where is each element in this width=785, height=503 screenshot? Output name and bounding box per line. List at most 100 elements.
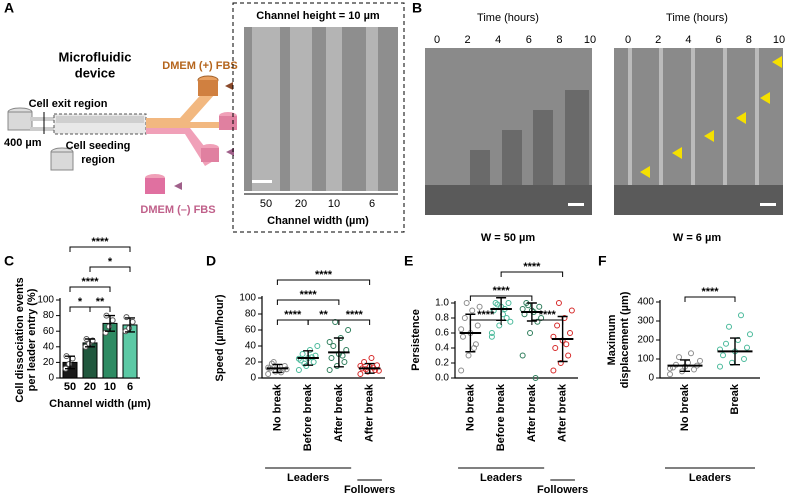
- data-point: [465, 352, 472, 359]
- caption: W = 6 µm: [673, 232, 721, 244]
- y-tick-label: 1.0: [435, 298, 449, 309]
- data-point: [536, 303, 543, 310]
- significance-bracket: [89, 266, 131, 272]
- y-tick-label: 0: [48, 373, 54, 384]
- panel-label: A: [4, 0, 14, 16]
- data-point: [667, 371, 673, 378]
- group-label: Leaders: [480, 472, 522, 484]
- time-tick: 4: [495, 34, 501, 46]
- data-point: [723, 340, 729, 347]
- width-label: 6: [369, 198, 375, 210]
- significance-bracket: [276, 299, 340, 305]
- time-tick: 6: [526, 34, 532, 46]
- significance-label: ****: [539, 309, 557, 321]
- significance-bracket: [69, 286, 111, 292]
- y-tick-label: 0: [648, 373, 654, 384]
- data-point: [123, 314, 130, 321]
- data-point: [66, 360, 73, 367]
- data-point: [667, 365, 673, 372]
- y-tick-label: 300: [637, 316, 654, 327]
- y-tick-label: 60: [245, 325, 257, 336]
- device-schematic: [7, 75, 252, 194]
- error-bar: [105, 314, 115, 332]
- data-point: [129, 318, 136, 325]
- y-tick-label: 0.4: [435, 343, 449, 354]
- significance-label: ****: [523, 261, 541, 273]
- y-tick-label: 0.2: [435, 358, 449, 369]
- data-point: [476, 303, 483, 310]
- significance-label: *: [108, 256, 113, 268]
- data-point: [726, 323, 732, 330]
- data-point: [688, 350, 694, 357]
- timelapse-photo: [425, 48, 783, 215]
- data-point: [519, 352, 526, 359]
- data-point: [555, 300, 562, 306]
- y-tick-label: 100: [239, 293, 256, 304]
- y-tick-label: 80: [43, 310, 55, 321]
- y-axis-label: Cell dissociation events: [14, 277, 26, 402]
- group-label: Leaders: [689, 472, 731, 484]
- time-tick: 2: [465, 34, 471, 46]
- data-point: [461, 315, 468, 321]
- data-point: [488, 330, 495, 336]
- medium-label: DMEM (+) FBS: [162, 60, 237, 72]
- x-tick-label: After break: [557, 383, 569, 442]
- width-label: 20: [295, 198, 307, 210]
- panel-label: F: [598, 253, 607, 269]
- significance-bracket: [69, 246, 131, 252]
- panel-label: D: [206, 253, 216, 269]
- time-tick: 0: [625, 34, 631, 46]
- data-point: [459, 333, 466, 340]
- data-point: [747, 331, 753, 338]
- data-point: [505, 300, 512, 306]
- significance-label: ****: [91, 236, 109, 248]
- data-point: [554, 322, 561, 329]
- data-point: [106, 323, 113, 330]
- y-tick-label: 80: [245, 309, 257, 320]
- data-point: [299, 351, 306, 357]
- data-point: [330, 343, 337, 349]
- width-label: 50: [260, 198, 272, 210]
- data-point: [697, 357, 703, 364]
- time-tick: 10: [584, 34, 596, 46]
- significance-label: *: [78, 296, 83, 308]
- data-point: [326, 367, 333, 373]
- significance-bracket: [500, 271, 564, 277]
- y-tick-label: 200: [637, 335, 654, 346]
- data-point: [310, 359, 317, 365]
- y-axis-label: Persistence: [410, 309, 422, 371]
- x-tick-label: 50: [64, 381, 76, 393]
- data-point: [109, 317, 116, 324]
- data-point: [328, 355, 335, 361]
- data-point: [738, 312, 744, 319]
- significance-bracket: [469, 319, 502, 325]
- x-tick-label: Break: [729, 383, 741, 414]
- data-point: [469, 307, 476, 314]
- data-point: [474, 322, 481, 329]
- time-tick: 4: [685, 34, 691, 46]
- data-point: [720, 352, 726, 359]
- x-tick-label: After break: [526, 383, 538, 442]
- data-point: [568, 307, 575, 314]
- time-tick: 6: [716, 34, 722, 46]
- significance-bracket: [469, 295, 533, 301]
- data-point: [691, 366, 697, 373]
- data-point: [565, 352, 572, 359]
- group-label: Followers: [344, 484, 395, 496]
- y-axis-label: per leader entry (%): [26, 288, 38, 391]
- data-point: [488, 333, 495, 340]
- data-point: [306, 347, 313, 353]
- data-point: [458, 326, 465, 333]
- group-label: Leaders: [287, 472, 329, 484]
- inset-title: Channel height = 10 µm: [256, 10, 380, 22]
- time-label: Time (hours): [477, 12, 539, 24]
- time-tick: 0: [434, 34, 440, 46]
- significance-bracket: [89, 306, 111, 312]
- y-tick-label: 0.0: [435, 373, 449, 384]
- data-point: [557, 360, 564, 366]
- time-tick: 8: [556, 34, 562, 46]
- panel-label: B: [412, 0, 422, 16]
- data-point: [361, 359, 368, 365]
- significance-label: **: [319, 309, 328, 321]
